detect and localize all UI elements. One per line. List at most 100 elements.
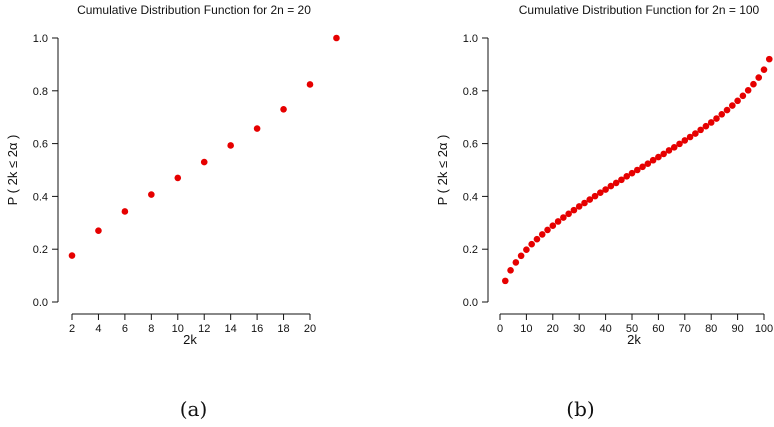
data-point bbox=[750, 80, 757, 88]
data-point bbox=[544, 226, 551, 234]
y-tick-label: 0.4 bbox=[463, 191, 478, 203]
data-point bbox=[612, 179, 620, 187]
y-tick-label: 0.8 bbox=[33, 86, 48, 98]
x-axis-label: 2k bbox=[183, 332, 197, 347]
x-tick-label: 20 bbox=[547, 323, 559, 335]
data-point bbox=[200, 158, 208, 166]
data-point bbox=[686, 133, 694, 141]
chart-panel-a: Cumulative Distribution Function for 2n … bbox=[5, 3, 340, 421]
y-tick-label: 0.4 bbox=[33, 191, 48, 203]
data-point bbox=[765, 55, 773, 63]
data-point bbox=[681, 137, 689, 144]
data-point bbox=[517, 252, 525, 260]
data-point bbox=[512, 259, 520, 266]
cdf-chart-a: Cumulative Distribution Function for 2n … bbox=[5, 3, 340, 347]
data-point bbox=[501, 277, 509, 285]
data-point bbox=[660, 150, 667, 158]
data-point bbox=[597, 189, 604, 197]
data-point bbox=[760, 66, 768, 73]
y-tick-label: 1.0 bbox=[33, 33, 48, 45]
data-point bbox=[554, 218, 562, 225]
x-tick-label: 100 bbox=[755, 323, 773, 335]
data-point bbox=[227, 142, 234, 149]
data-point bbox=[628, 169, 636, 177]
data-point bbox=[633, 166, 641, 174]
data-point bbox=[702, 122, 710, 130]
data-point bbox=[95, 227, 102, 235]
x-tick-label: 4 bbox=[95, 323, 101, 335]
data-point bbox=[570, 206, 578, 214]
y-tick-label: 1.0 bbox=[463, 33, 478, 45]
data-point bbox=[280, 105, 287, 113]
data-point bbox=[644, 160, 652, 167]
data-point bbox=[586, 196, 594, 203]
y-tick-label: 0.0 bbox=[463, 297, 478, 309]
data-point bbox=[649, 156, 657, 164]
data-point bbox=[607, 182, 615, 190]
data-point bbox=[253, 125, 261, 132]
data-point bbox=[333, 34, 340, 42]
chart-title: Cumulative Distribution Function for 2n … bbox=[77, 3, 311, 17]
data-point bbox=[538, 231, 546, 238]
data-point bbox=[591, 192, 599, 200]
panel-label-a: (a) bbox=[179, 397, 208, 421]
data-point bbox=[602, 186, 609, 193]
data-point bbox=[697, 126, 704, 134]
data-point bbox=[713, 115, 720, 122]
x-tick-label: 60 bbox=[652, 323, 664, 335]
data-point bbox=[581, 199, 588, 207]
y-axis-label: P ( 2k ≤ 2α ) bbox=[435, 135, 450, 206]
data-point bbox=[623, 173, 631, 180]
data-point bbox=[670, 143, 678, 151]
x-tick-label: 20 bbox=[304, 323, 316, 335]
x-axis-label: 2k bbox=[627, 332, 641, 347]
y-tick-label: 0.0 bbox=[33, 297, 48, 309]
x-tick-label: 12 bbox=[198, 323, 210, 335]
chart-panel-b: Cumulative Distribution Function for 2n … bbox=[387, 0, 774, 427]
x-tick-label: 0 bbox=[497, 323, 503, 335]
data-point bbox=[507, 267, 514, 274]
data-point bbox=[744, 86, 752, 94]
x-tick-label: 40 bbox=[599, 323, 611, 335]
x-tick-label: 80 bbox=[705, 323, 717, 335]
data-point bbox=[575, 203, 583, 210]
data-point bbox=[676, 140, 683, 148]
chart-title: Cumulative Distribution Function for 2n … bbox=[519, 3, 760, 17]
data-point bbox=[718, 110, 726, 118]
x-tick-label: 30 bbox=[573, 323, 585, 335]
data-point bbox=[739, 92, 747, 100]
y-tick-label: 0.2 bbox=[33, 244, 48, 256]
x-tick-label: 10 bbox=[520, 323, 532, 335]
data-point bbox=[618, 176, 625, 184]
y-axis-label: P ( 2k ≤ 2α ) bbox=[5, 135, 20, 206]
panel-label-b: (b) bbox=[566, 397, 595, 421]
data-point bbox=[639, 163, 646, 171]
data-point bbox=[533, 235, 541, 243]
data-point bbox=[549, 222, 557, 230]
data-point bbox=[565, 210, 572, 218]
data-point bbox=[723, 106, 731, 114]
x-tick-label: 50 bbox=[626, 323, 638, 335]
data-point bbox=[148, 191, 155, 198]
data-point bbox=[528, 240, 535, 248]
x-tick-label: 8 bbox=[148, 323, 154, 335]
y-tick-label: 0.8 bbox=[463, 86, 478, 98]
data-point bbox=[665, 147, 673, 154]
data-point bbox=[121, 208, 129, 215]
x-tick-label: 16 bbox=[251, 323, 263, 335]
x-tick-label: 2 bbox=[69, 323, 75, 335]
y-tick-label: 0.6 bbox=[463, 139, 478, 151]
data-point bbox=[306, 81, 314, 88]
data-point bbox=[560, 214, 567, 221]
data-point bbox=[655, 153, 662, 161]
data-point bbox=[734, 97, 741, 105]
y-tick-label: 0.6 bbox=[33, 139, 48, 151]
data-point bbox=[692, 130, 699, 137]
x-tick-label: 70 bbox=[679, 323, 691, 335]
data-point bbox=[68, 252, 76, 259]
x-tick-label: 90 bbox=[731, 323, 743, 335]
x-tick-label: 14 bbox=[225, 323, 237, 335]
y-tick-label: 0.2 bbox=[463, 244, 478, 256]
data-point bbox=[729, 102, 736, 109]
data-point bbox=[755, 74, 763, 81]
